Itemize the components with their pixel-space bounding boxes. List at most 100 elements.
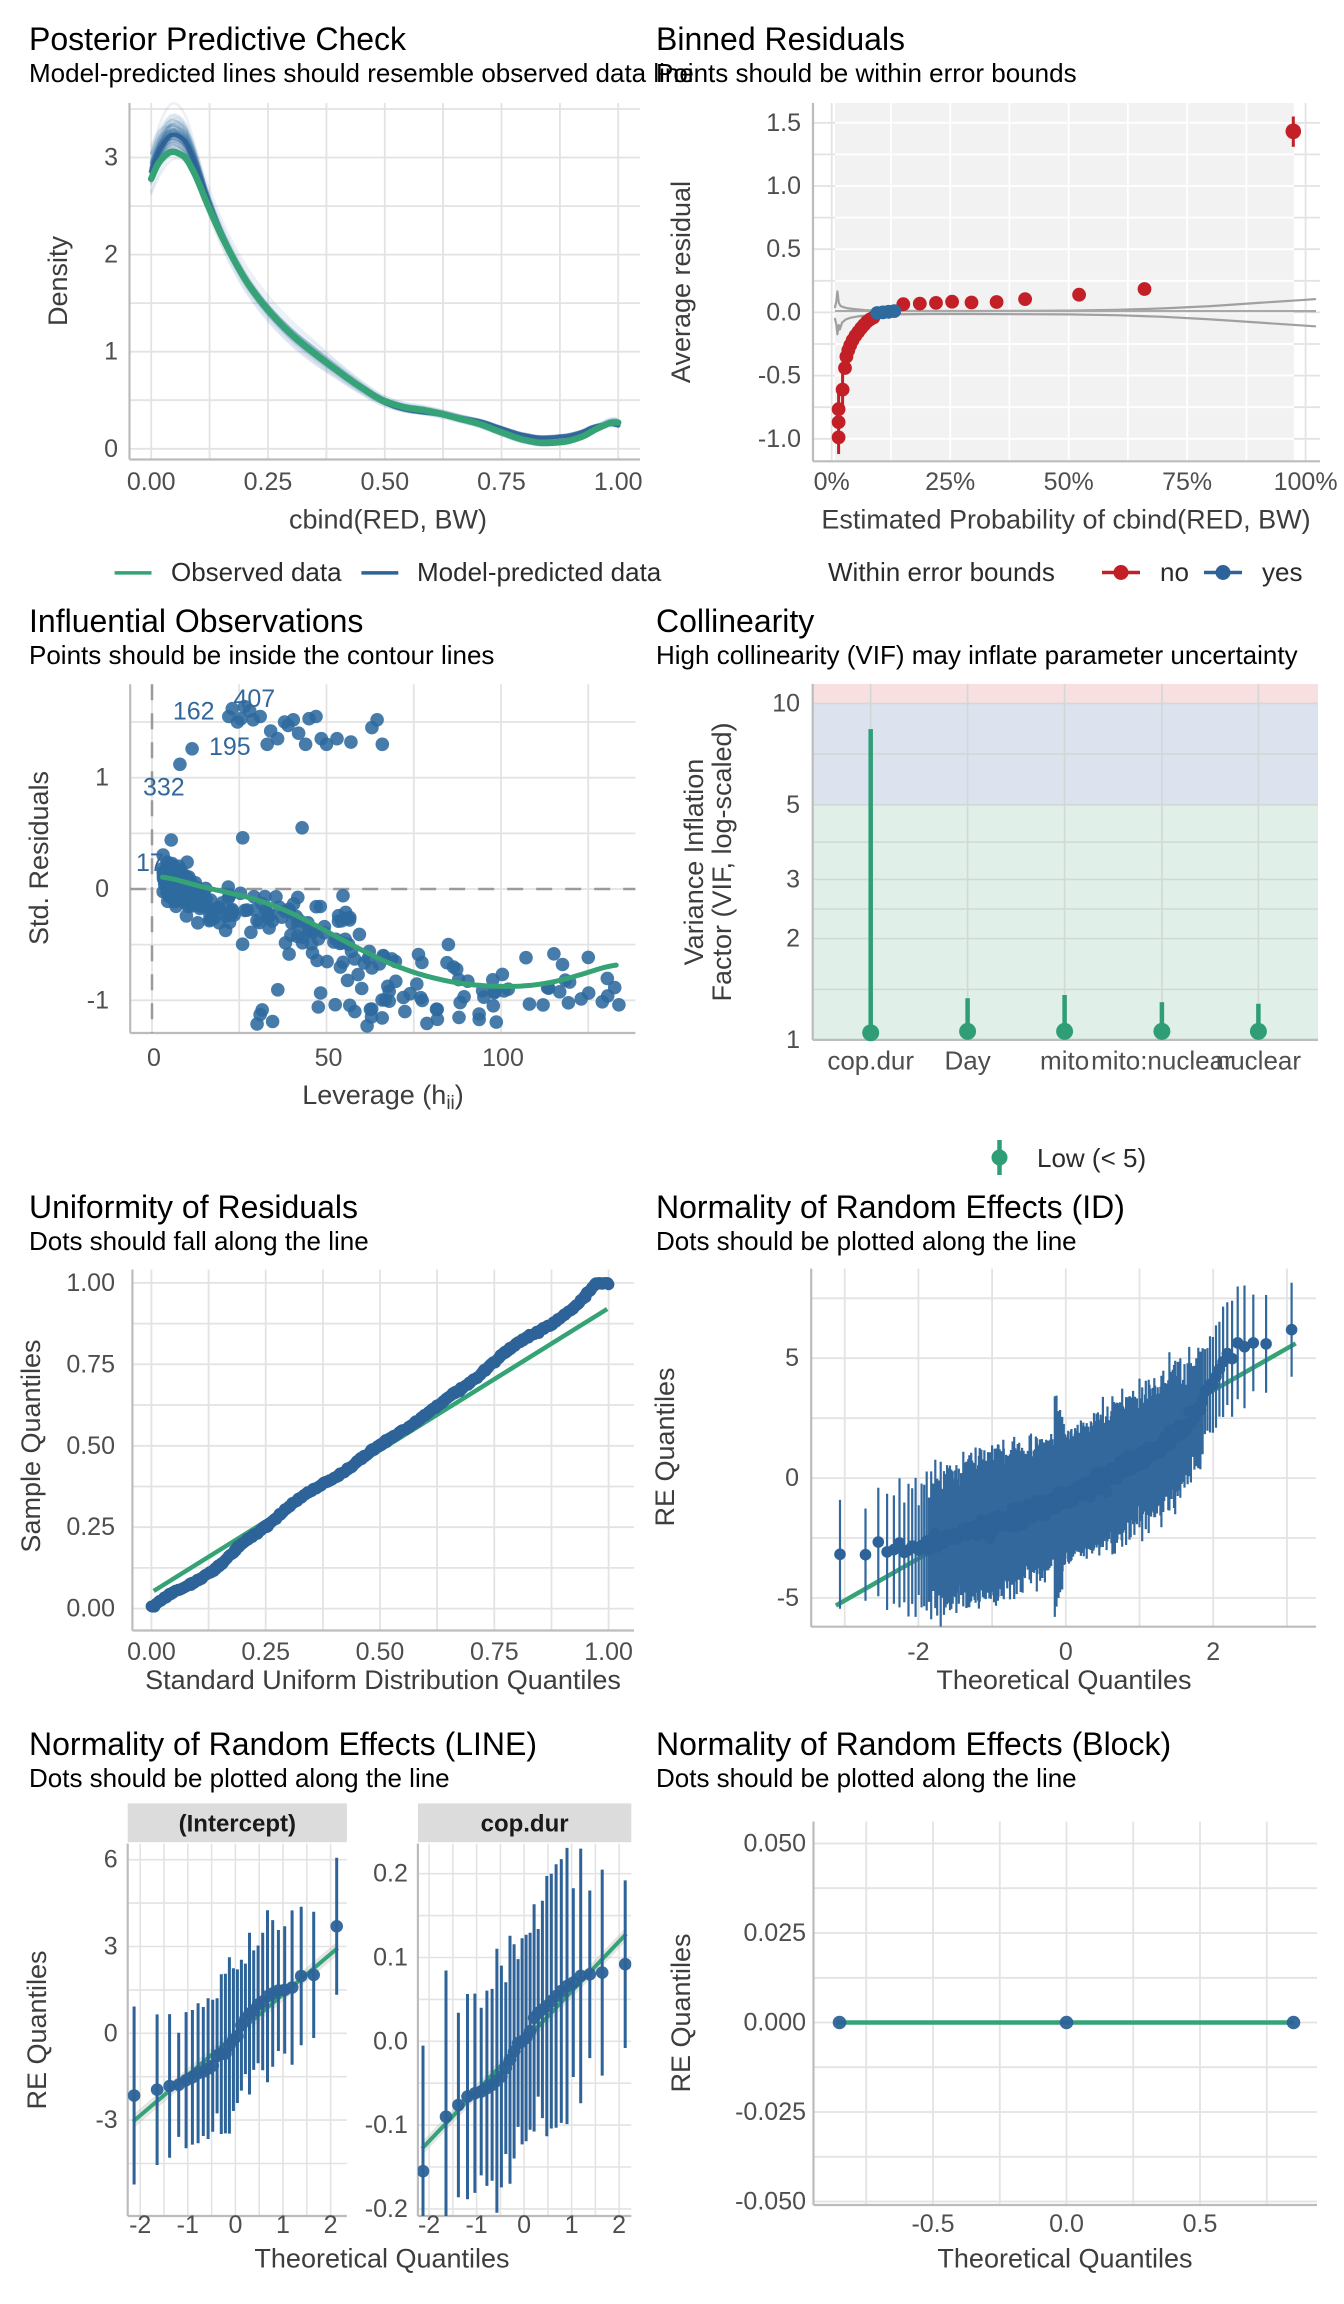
svg-text:17: 17	[136, 849, 164, 877]
svg-text:no: no	[1160, 557, 1189, 587]
svg-text:cop.dur: cop.dur	[827, 1045, 914, 1075]
svg-text:2: 2	[612, 2211, 626, 2239]
svg-text:407: 407	[234, 685, 276, 713]
svg-text:Estimated Probability of cbind: Estimated Probability of cbind(RED, BW)	[821, 505, 1310, 535]
svg-text:0.00: 0.00	[127, 1638, 176, 1666]
svg-text:0.25: 0.25	[244, 468, 293, 496]
svg-text:1.00: 1.00	[594, 468, 643, 496]
svg-text:2: 2	[324, 2211, 338, 2239]
svg-text:50%: 50%	[1044, 468, 1094, 496]
svg-text:0.75: 0.75	[477, 468, 526, 496]
svg-text:0.0: 0.0	[373, 2027, 408, 2055]
svg-text:Theoretical Quantiles: Theoretical Quantiles	[254, 2244, 509, 2274]
svg-text:1: 1	[565, 2211, 579, 2239]
svg-text:Leverage (hii): Leverage (hii)	[302, 1080, 464, 1114]
svg-text:10: 10	[772, 690, 800, 718]
svg-text:0: 0	[104, 435, 118, 463]
svg-text:Standard Uniform Distribution: Standard Uniform Distribution Quantiles	[145, 1665, 621, 1695]
svg-text:Theoretical Quantiles: Theoretical Quantiles	[937, 2244, 1192, 2274]
svg-text:1: 1	[786, 1026, 800, 1054]
svg-text:cbind(RED, BW): cbind(RED, BW)	[289, 505, 487, 535]
svg-text:1.0: 1.0	[766, 172, 801, 200]
svg-text:0: 0	[147, 1044, 161, 1072]
svg-text:Sample Quantiles: Sample Quantiles	[16, 1339, 46, 1552]
svg-text:-2: -2	[418, 2211, 440, 2239]
svg-text:-0.025: -0.025	[735, 2098, 806, 2126]
svg-text:Low (< 5): Low (< 5)	[1037, 1143, 1146, 1173]
svg-text:(Intercept): (Intercept)	[179, 1811, 296, 1838]
svg-text:Day: Day	[944, 1045, 990, 1075]
svg-text:Std. Residuals: Std. Residuals	[24, 771, 54, 945]
svg-text:3: 3	[104, 144, 118, 172]
svg-text:Factor (VIF, log-scaled): Factor (VIF, log-scaled)	[707, 722, 737, 1001]
svg-text:-3: -3	[95, 2106, 117, 2134]
svg-text:RE Quantiles: RE Quantiles	[650, 1367, 680, 1526]
svg-text:Dots should be plotted along t: Dots should be plotted along the line	[656, 1226, 1077, 1256]
svg-text:-0.5: -0.5	[911, 2210, 954, 2238]
svg-text:Observed data: Observed data	[171, 557, 342, 587]
svg-text:RE Quantiles: RE Quantiles	[22, 1950, 52, 2109]
svg-text:0.1: 0.1	[373, 1944, 408, 1972]
svg-text:75%: 75%	[1162, 468, 1212, 496]
svg-text:0%: 0%	[814, 468, 850, 496]
svg-text:mito:nuclear: mito:nuclear	[1091, 1045, 1233, 1075]
svg-text:0.5: 0.5	[766, 235, 801, 263]
svg-text:0: 0	[104, 2019, 118, 2047]
svg-text:2: 2	[1206, 1638, 1220, 1666]
svg-text:Variance Inflation: Variance Inflation	[679, 759, 709, 966]
svg-text:RE Quantiles: RE Quantiles	[666, 1933, 696, 2092]
svg-text:332: 332	[143, 773, 185, 801]
svg-text:0: 0	[785, 1464, 799, 1492]
svg-text:yes: yes	[1262, 557, 1302, 587]
svg-text:1.00: 1.00	[66, 1269, 115, 1297]
svg-text:Within error bounds: Within error bounds	[828, 557, 1055, 587]
svg-text:Density: Density	[43, 235, 73, 326]
svg-text:Theoretical Quantiles: Theoretical Quantiles	[936, 1665, 1191, 1695]
svg-text:3: 3	[786, 865, 800, 893]
svg-text:Dots should be plotted along t: Dots should be plotted along the line	[656, 1763, 1077, 1793]
svg-text:-0.2: -0.2	[365, 2195, 408, 2223]
svg-text:Posterior Predictive Check: Posterior Predictive Check	[29, 21, 407, 57]
svg-text:5: 5	[785, 1344, 799, 1372]
svg-text:-1: -1	[87, 986, 109, 1014]
svg-text:50: 50	[315, 1044, 343, 1072]
svg-text:0: 0	[95, 875, 109, 903]
svg-text:Normality of Random Effects (B: Normality of Random Effects (Block)	[656, 1726, 1171, 1762]
svg-text:0.50: 0.50	[66, 1432, 115, 1460]
svg-text:0.5: 0.5	[1183, 2210, 1218, 2238]
svg-text:162: 162	[173, 697, 215, 725]
svg-text:cop.dur: cop.dur	[481, 1811, 569, 1838]
svg-text:Dots should fall along the lin: Dots should fall along the line	[29, 1226, 369, 1256]
svg-text:0.75: 0.75	[470, 1638, 519, 1666]
svg-text:-0.050: -0.050	[735, 2188, 806, 2216]
svg-text:1.00: 1.00	[584, 1638, 633, 1666]
svg-text:1: 1	[95, 764, 109, 792]
svg-text:0: 0	[228, 2211, 242, 2239]
svg-text:-2: -2	[129, 2211, 151, 2239]
svg-text:0.00: 0.00	[66, 1595, 115, 1623]
svg-text:-1.0: -1.0	[758, 425, 801, 453]
svg-text:0.25: 0.25	[241, 1638, 290, 1666]
svg-text:0.25: 0.25	[66, 1513, 115, 1541]
svg-text:100%: 100%	[1274, 468, 1338, 496]
svg-text:-2: -2	[907, 1638, 929, 1666]
svg-text:25%: 25%	[925, 468, 975, 496]
svg-text:0.050: 0.050	[743, 1830, 806, 1858]
svg-text:0.75: 0.75	[66, 1350, 115, 1378]
svg-text:0.025: 0.025	[743, 1919, 806, 1947]
svg-text:2: 2	[786, 925, 800, 953]
svg-text:Points should be within error: Points should be within error bounds	[656, 58, 1077, 88]
svg-text:0.0: 0.0	[766, 298, 801, 326]
svg-text:0: 0	[517, 2211, 531, 2239]
svg-text:0.2: 0.2	[373, 1860, 408, 1888]
svg-text:Model-predicted lines should r: Model-predicted lines should resemble ob…	[29, 58, 694, 88]
svg-text:100: 100	[482, 1044, 524, 1072]
svg-text:Normality of Random Effects (I: Normality of Random Effects (ID)	[656, 1189, 1125, 1225]
svg-text:0.0: 0.0	[1049, 2210, 1084, 2238]
svg-text:1: 1	[276, 2211, 290, 2239]
svg-text:-1: -1	[177, 2211, 199, 2239]
svg-text:-5: -5	[777, 1584, 799, 1612]
svg-text:Collinearity: Collinearity	[656, 603, 814, 639]
svg-text:1.5: 1.5	[766, 109, 801, 137]
svg-text:High collinearity (VIF) may in: High collinearity (VIF) may inflate para…	[656, 640, 1298, 670]
